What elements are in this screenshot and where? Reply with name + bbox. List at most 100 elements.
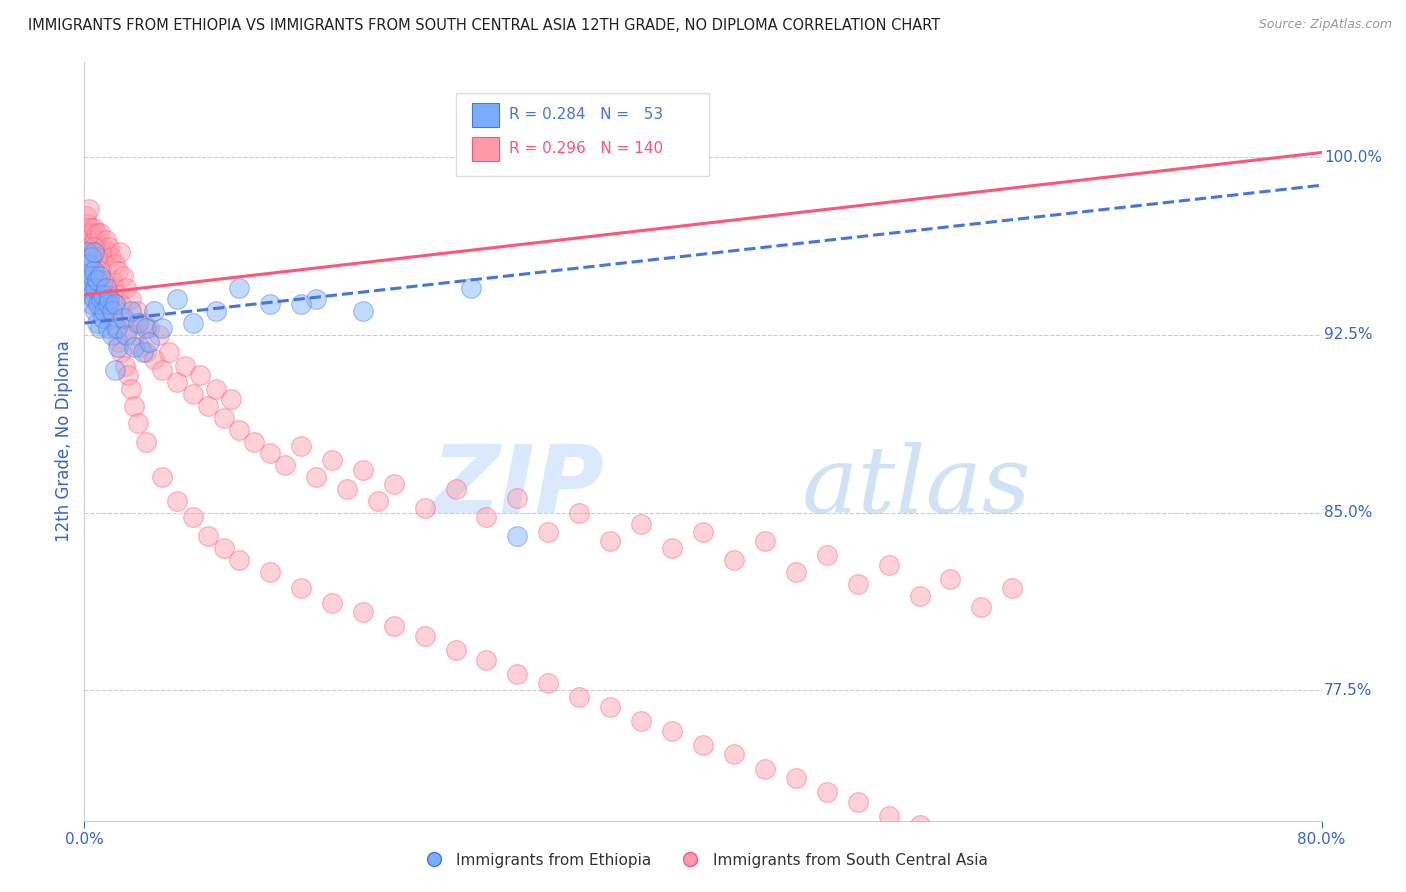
Point xyxy=(243,434,266,449)
Point xyxy=(877,558,900,572)
Point xyxy=(79,221,101,235)
Point xyxy=(723,553,745,567)
Point xyxy=(970,600,993,615)
Point xyxy=(506,491,529,506)
Point xyxy=(94,233,117,247)
Point xyxy=(117,368,139,383)
Point xyxy=(444,482,467,496)
Point xyxy=(101,311,124,326)
Point xyxy=(413,629,436,643)
Point xyxy=(114,311,136,326)
Point xyxy=(108,244,131,259)
Point xyxy=(138,334,160,349)
Point xyxy=(120,293,142,307)
Point xyxy=(86,250,108,264)
Point xyxy=(274,458,297,473)
Point xyxy=(568,690,591,705)
Point xyxy=(79,287,101,301)
Point xyxy=(76,233,98,247)
Point xyxy=(259,297,281,311)
Point xyxy=(129,340,152,354)
Point xyxy=(86,316,108,330)
Point xyxy=(475,510,498,524)
Point xyxy=(692,738,714,752)
Point xyxy=(114,359,136,373)
Point xyxy=(89,264,111,278)
Point xyxy=(107,334,129,349)
Point xyxy=(166,493,188,508)
Point xyxy=(150,363,173,377)
Y-axis label: 12th Grade, No Diploma: 12th Grade, No Diploma xyxy=(55,341,73,542)
Point xyxy=(75,268,97,283)
Point xyxy=(205,304,228,318)
Point xyxy=(212,541,235,556)
Point xyxy=(79,250,101,264)
Point xyxy=(82,297,104,311)
Point xyxy=(259,446,281,460)
Point xyxy=(94,287,117,301)
Point xyxy=(181,316,204,330)
FancyBboxPatch shape xyxy=(456,93,709,177)
Point xyxy=(91,273,114,287)
FancyBboxPatch shape xyxy=(471,103,499,127)
Text: R = 0.284   N =   53: R = 0.284 N = 53 xyxy=(509,107,662,122)
Point xyxy=(815,785,838,799)
Point xyxy=(305,470,328,484)
Point xyxy=(290,297,312,311)
Point xyxy=(98,297,121,311)
Point xyxy=(143,304,166,318)
Point xyxy=(785,565,807,579)
Point xyxy=(84,280,107,294)
Point xyxy=(321,453,343,467)
Text: 85.0%: 85.0% xyxy=(1324,505,1372,520)
Point xyxy=(117,320,139,334)
Point xyxy=(506,529,529,543)
Point xyxy=(846,795,869,809)
Point xyxy=(352,304,374,318)
Point xyxy=(87,297,110,311)
Point xyxy=(127,316,149,330)
Point xyxy=(83,264,105,278)
Point xyxy=(77,257,100,271)
Point xyxy=(107,340,129,354)
Point xyxy=(138,320,160,334)
Point xyxy=(599,699,621,714)
Point xyxy=(110,297,132,311)
Point xyxy=(101,304,124,318)
Point xyxy=(89,226,111,240)
Point xyxy=(127,416,149,430)
Point xyxy=(90,250,112,264)
Point xyxy=(132,344,155,359)
Point xyxy=(754,762,776,776)
Point xyxy=(76,217,98,231)
Point xyxy=(290,439,312,453)
Point xyxy=(219,392,242,406)
Point xyxy=(228,423,250,437)
Point xyxy=(692,524,714,539)
Point xyxy=(75,226,97,240)
Point xyxy=(115,327,138,342)
Point xyxy=(115,280,138,294)
Point xyxy=(83,240,105,254)
Point xyxy=(537,676,560,690)
Point xyxy=(661,541,683,556)
Point xyxy=(103,280,125,294)
Text: IMMIGRANTS FROM ETHIOPIA VS IMMIGRANTS FROM SOUTH CENTRAL ASIA 12TH GRADE, NO DI: IMMIGRANTS FROM ETHIOPIA VS IMMIGRANTS F… xyxy=(28,18,941,33)
Point xyxy=(413,500,436,515)
Point xyxy=(82,264,104,278)
Point xyxy=(79,250,101,264)
Point xyxy=(970,842,993,856)
Point xyxy=(110,344,132,359)
Point xyxy=(568,506,591,520)
Point xyxy=(96,297,118,311)
Point xyxy=(77,280,100,294)
Point xyxy=(1001,582,1024,596)
Point xyxy=(181,387,204,401)
Text: Source: ZipAtlas.com: Source: ZipAtlas.com xyxy=(1258,18,1392,31)
Point xyxy=(815,548,838,563)
Point xyxy=(537,524,560,539)
Point xyxy=(101,327,124,342)
Point xyxy=(143,351,166,366)
Point xyxy=(212,410,235,425)
Point xyxy=(84,233,107,247)
